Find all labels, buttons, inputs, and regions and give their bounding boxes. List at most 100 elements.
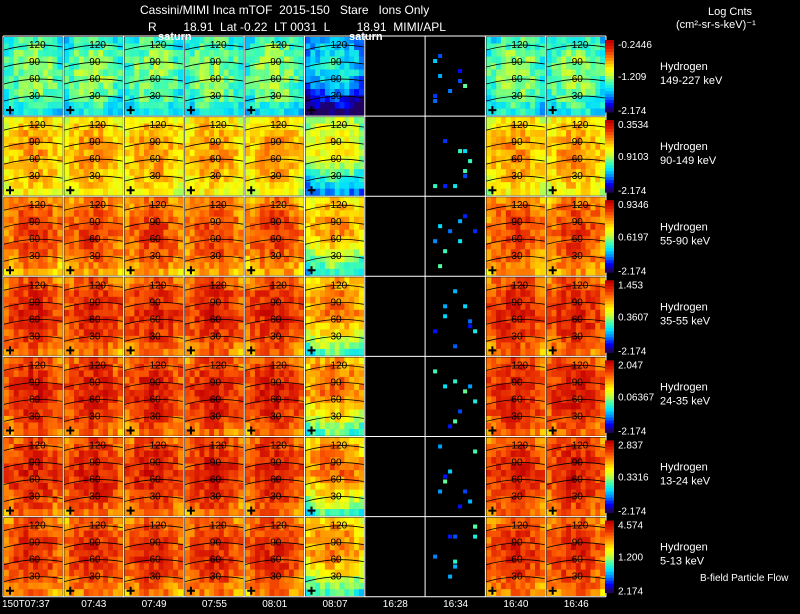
heatmap-cell <box>204 130 209 137</box>
heatmap-cell <box>586 329 591 336</box>
contour-label: 120 <box>29 120 46 131</box>
heatmap-cell <box>139 109 144 116</box>
heatmap-cell <box>57 290 62 297</box>
heatmap-cell <box>108 204 113 211</box>
heatmap-cell <box>320 83 325 90</box>
heatmap-cell <box>310 63 315 70</box>
heatmap-cell <box>79 236 84 243</box>
heatmap-cell <box>250 150 255 157</box>
heatmap-cell <box>535 70 540 77</box>
heatmap-cell <box>57 349 62 356</box>
heatmap-cell <box>310 37 315 44</box>
heatmap-cell <box>57 137 62 144</box>
heatmap-cell <box>540 150 545 157</box>
heatmap-cell <box>139 102 144 109</box>
heatmap-cell <box>93 349 98 356</box>
heatmap-cell <box>501 329 506 336</box>
heatmap-cell <box>69 83 74 90</box>
heatmap-cell <box>260 297 265 304</box>
heatmap-cell <box>23 44 28 51</box>
heatmap-cell <box>458 219 462 223</box>
heatmap-cell <box>245 57 250 64</box>
heatmap-cell <box>48 349 53 356</box>
heatmap-cell <box>306 57 311 64</box>
heatmap-cell <box>299 310 304 317</box>
heatmap-cell <box>48 197 53 204</box>
heatmap-cell <box>284 262 289 269</box>
heatmap-cell <box>43 303 48 310</box>
heatmap-cell <box>496 83 501 90</box>
heatmap-cell <box>9 143 14 150</box>
contour-label: 90 <box>331 217 343 228</box>
heatmap-cell <box>195 297 200 304</box>
heatmap-cell <box>64 262 69 269</box>
heatmap-cell <box>57 83 62 90</box>
heatmap-cell <box>195 37 200 44</box>
heatmap-cell <box>144 102 149 109</box>
heatmap-cell <box>19 316 24 323</box>
heatmap-cell <box>134 290 139 297</box>
heatmap-panel: 120906030 <box>306 117 365 195</box>
heatmap-cell <box>586 310 591 317</box>
heatmap-cell <box>238 336 243 343</box>
heatmap-cell <box>53 217 58 224</box>
heatmap-cell <box>168 269 173 276</box>
heatmap-cell <box>566 349 571 356</box>
heatmap-cell <box>284 290 289 297</box>
heatmap-cell <box>103 109 108 116</box>
heatmap-cell <box>556 150 561 157</box>
contour-label: 120 <box>270 120 287 131</box>
heatmap-cell <box>229 143 234 150</box>
heatmap-cell <box>586 243 591 250</box>
heatmap-cell <box>125 230 130 237</box>
heatmap-cell <box>185 89 190 96</box>
heatmap-cell <box>154 210 159 217</box>
heatmap-cell <box>306 176 311 183</box>
heatmap-cell <box>9 210 14 217</box>
heatmap-cell <box>250 310 255 317</box>
heatmap-cell <box>595 150 600 157</box>
heatmap-cell <box>163 230 168 237</box>
contour-label: 120 <box>511 120 528 131</box>
heatmap-cell <box>279 349 284 356</box>
heatmap-cell <box>274 349 279 356</box>
heatmap-cell <box>178 349 183 356</box>
contour-label: 90 <box>511 297 523 308</box>
heatmap-cell <box>185 230 190 237</box>
heatmap-cell <box>540 256 545 263</box>
contour-label: 30 <box>29 171 41 182</box>
heatmap-cell <box>547 57 552 64</box>
heatmap-cell <box>250 163 255 170</box>
heatmap-cell <box>134 262 139 269</box>
heatmap-cell <box>185 169 190 176</box>
heatmap-cell <box>57 249 62 256</box>
heatmap-cell <box>310 143 315 150</box>
heatmap-cell <box>294 297 299 304</box>
heatmap-cell <box>463 149 467 153</box>
heatmap-cell <box>238 342 243 349</box>
heatmap-cell <box>98 130 103 137</box>
heatmap-cell <box>168 70 173 77</box>
heatmap-cell <box>284 109 289 116</box>
heatmap-cell <box>129 57 134 64</box>
heatmap-cell <box>506 290 511 297</box>
heatmap-cell <box>199 249 204 256</box>
heatmap-cell <box>134 349 139 356</box>
heatmap-cell <box>224 143 229 150</box>
heatmap-cell <box>190 50 195 57</box>
heatmap-cell <box>103 169 108 176</box>
heatmap-cell <box>108 50 113 57</box>
heatmap-cell <box>255 297 260 304</box>
heatmap-cell <box>118 210 123 217</box>
heatmap-cell <box>354 50 359 57</box>
heatmap-cell <box>134 297 139 304</box>
heatmap-cell <box>294 169 299 176</box>
heatmap-cell <box>108 249 113 256</box>
heatmap-cell <box>195 176 200 183</box>
heatmap-cell <box>260 76 265 83</box>
heatmap-cell <box>320 89 325 96</box>
heatmap-cell <box>325 303 330 310</box>
heatmap-cell <box>511 349 516 356</box>
heatmap-cell <box>299 329 304 336</box>
heatmap-cell <box>238 137 243 144</box>
